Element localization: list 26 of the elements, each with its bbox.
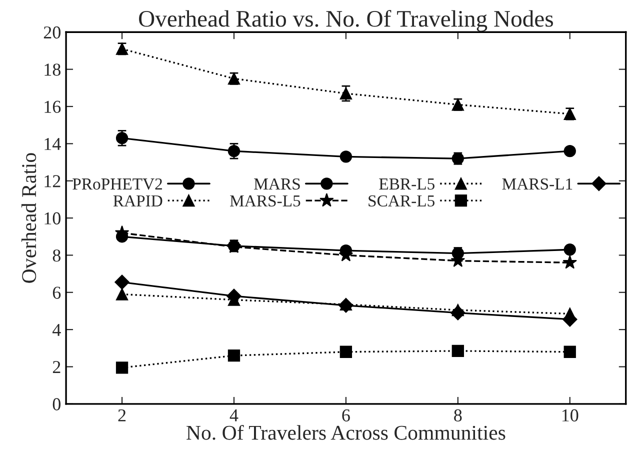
y-tick-label: 14 [44, 138, 61, 150]
y-tick-label: 2 [52, 361, 60, 374]
x-axis-title: No. Of Travelers Across Communities [186, 424, 506, 440]
y-axis-title: Overhead Ratio [21, 153, 36, 283]
x-tick-label: 10 [562, 409, 578, 422]
y-tick-label: 8 [52, 249, 60, 262]
legend-label: SCAR-L5 [368, 195, 434, 207]
chart-title: Overhead Ratio vs. No. Of Traveling Nodes [139, 10, 553, 32]
x-tick-label: 4 [230, 409, 238, 422]
x-tick-label: 8 [454, 409, 462, 422]
legend-label: MARS-L5 [230, 195, 300, 207]
y-tick-label: 20 [44, 26, 60, 39]
y-tick-label: 10 [44, 212, 60, 224]
y-tick-label: 12 [44, 175, 60, 188]
y-tick-label: 16 [44, 100, 61, 113]
legend-label: MARS [254, 178, 300, 190]
legend-label: EBR-L5 [379, 178, 434, 190]
legend-label: RAPID [113, 195, 162, 206]
y-tick-label: 0 [52, 398, 60, 410]
x-tick-label: 2 [118, 409, 126, 422]
x-tick-label: 6 [342, 409, 350, 422]
y-tick-label: 4 [52, 324, 61, 336]
y-tick-label: 18 [44, 64, 60, 76]
legend-label: MARS-L1 [502, 178, 572, 190]
legend-label: PRoPHETV2 [72, 178, 162, 190]
y-tick-label: 6 [52, 286, 61, 299]
